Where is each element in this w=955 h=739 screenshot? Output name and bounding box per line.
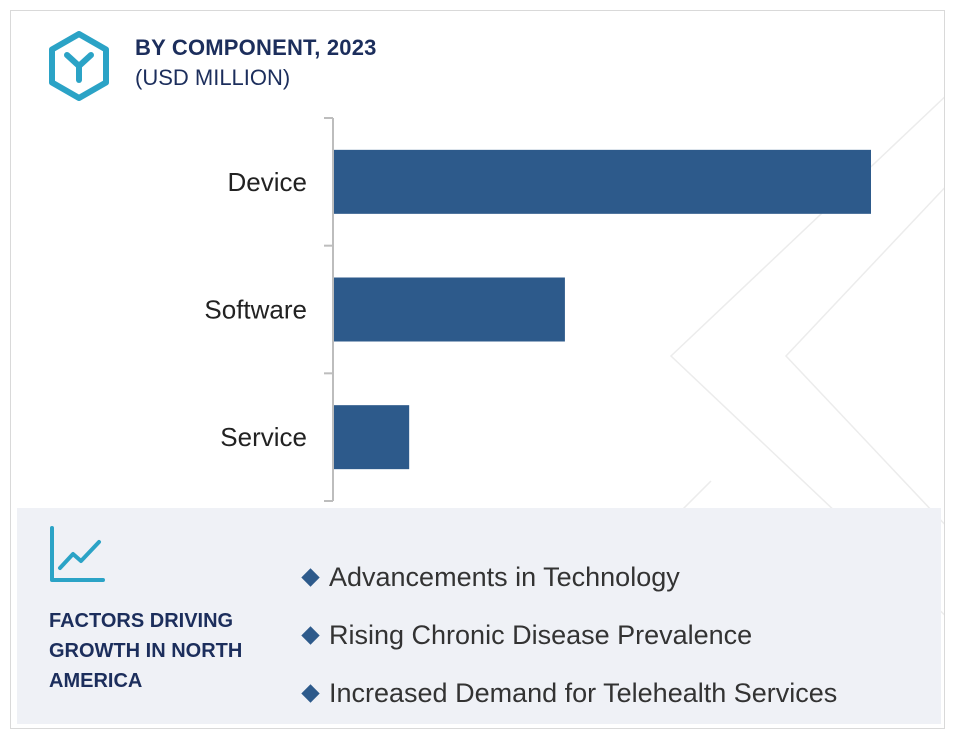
- factor-text: Advancements in Technology: [329, 561, 680, 592]
- bar-service: [334, 405, 410, 470]
- bar-device: [334, 149, 871, 214]
- chart-title: BY COMPONENT, 2023: [135, 35, 377, 60]
- bar-chart: Device Software Service: [204, 117, 871, 502]
- factors-title: FACTORS DRIVING GROWTH IN NORTH AMERICA: [49, 610, 243, 692]
- category-label: Device: [228, 167, 307, 197]
- bar-software: [334, 277, 565, 342]
- factor-item: Rising Chronic Disease Prevalence: [299, 606, 837, 664]
- growth-factors-panel: FACTORS DRIVING GROWTH IN NORTH AMERICA …: [17, 508, 941, 724]
- factor-text: Increased Demand for Telehealth Services: [329, 677, 838, 708]
- factor-text: Rising Chronic Disease Prevalence: [329, 619, 753, 650]
- chart-card: BY COMPONENT, 2023 (USD MILLION) Device S…: [10, 10, 945, 729]
- diamond-bullet-icon: [301, 683, 320, 703]
- chart-subtitle: (USD MILLION): [135, 65, 291, 90]
- factor-item: Advancements in Technology: [299, 548, 837, 606]
- factor-item: Increased Demand for Telehealth Services: [299, 664, 837, 722]
- line-chart-trend-icon: [50, 526, 105, 582]
- hexagon-y-logo-icon: [49, 31, 109, 101]
- category-label: Service: [220, 422, 307, 452]
- diamond-bullet-icon: [301, 567, 320, 587]
- diamond-bullet-icon: [301, 625, 320, 645]
- factors-list: Advancements in Technology Rising Chroni…: [299, 548, 837, 722]
- category-label: Software: [204, 295, 307, 325]
